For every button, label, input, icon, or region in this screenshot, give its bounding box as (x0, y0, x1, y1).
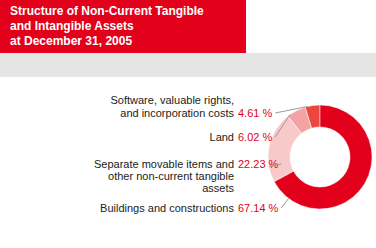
value-label: 22.23 % (238, 158, 279, 170)
category-label: Land (210, 131, 234, 143)
leader-line (275, 106, 308, 113)
value-label: 6.02 % (238, 131, 272, 143)
leader-line (281, 198, 288, 208)
slices (268, 105, 372, 209)
title: Structure of Non-Current Tangibleand Int… (10, 4, 204, 48)
category-label: Buildings and constructions (100, 202, 234, 214)
slice (274, 105, 372, 209)
chart: Structure of Non-Current Tangibleand Int… (0, 0, 376, 248)
title-box (0, 0, 246, 53)
leader-line (269, 164, 282, 166)
leader-line (275, 115, 290, 137)
header-band (0, 53, 376, 77)
category-label: Software, valuable rights,and incorporat… (110, 94, 234, 119)
value-label: 4.61 % (238, 107, 272, 119)
background (0, 0, 376, 248)
slice (268, 116, 301, 181)
category-label: Separate movable items andother non-curr… (94, 158, 235, 194)
value-label: 67.14 % (238, 202, 279, 214)
